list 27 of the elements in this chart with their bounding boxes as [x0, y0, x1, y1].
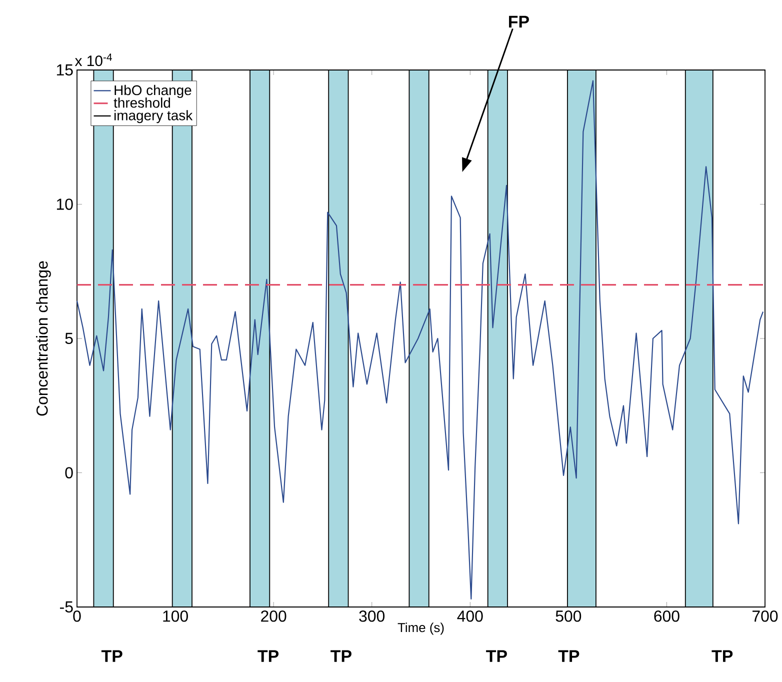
x-tick-label: 600	[654, 610, 680, 622]
x-tick-label: 500	[556, 610, 582, 622]
x-tick-label: 0	[73, 610, 81, 622]
y-tick-label: 10	[56, 198, 73, 210]
text: TP	[486, 650, 507, 662]
legend-label: HbO change	[114, 84, 192, 98]
y-tick-label: 0	[65, 467, 73, 478]
y-tick-label: 5	[65, 332, 73, 344]
text: TP	[712, 650, 733, 662]
y-tick-label: 15	[56, 64, 73, 76]
text: TP	[101, 650, 122, 662]
x-axis-title: Time (s)	[398, 622, 444, 635]
x-tick-label: 400	[457, 610, 483, 622]
text: TP	[558, 650, 580, 662]
x-tick-label: 100	[163, 610, 188, 622]
y-axis-title: Concentration change	[36, 261, 51, 416]
text: x 10$^{-4}$	[74, 54, 112, 66]
band-label: imagery task	[114, 110, 193, 124]
x-tick-label: 700	[752, 610, 778, 622]
text: TP	[258, 650, 279, 662]
text: TP	[330, 650, 352, 662]
x-tick-label: 300	[359, 610, 385, 622]
text: FP	[509, 16, 529, 28]
legend-label: threshold	[114, 98, 170, 108]
line-series	[76, 80, 764, 600]
y-tick-label: -5	[60, 601, 73, 613]
x-tick-label: 200	[261, 610, 286, 622]
